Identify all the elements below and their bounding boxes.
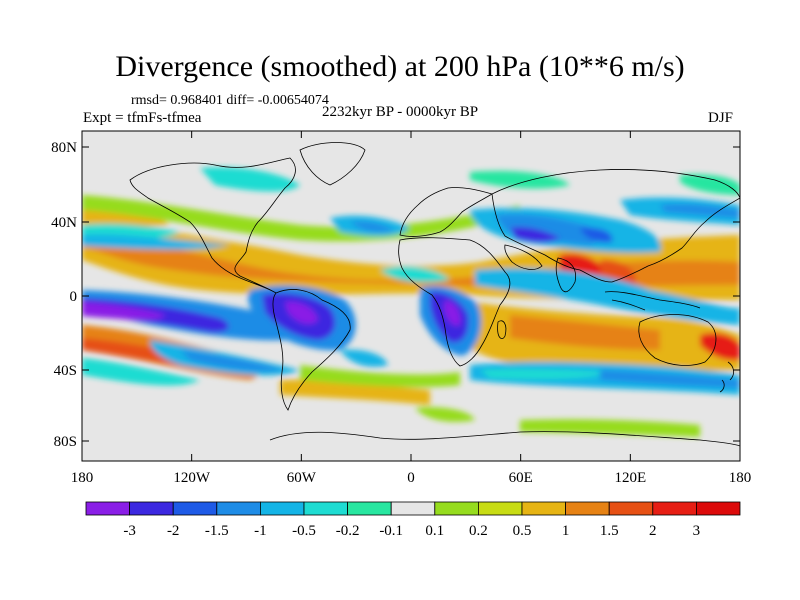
colorbar-swatch (347, 501, 392, 516)
colorbar-swatch (652, 501, 697, 516)
colorbar-swatch (608, 501, 654, 516)
lon-label: 60E (509, 470, 533, 486)
colorbar-label: 1.5 (600, 523, 619, 539)
lat-label: 40N (51, 215, 77, 231)
lon-label: 60W (287, 470, 317, 486)
colorbar-swatch (85, 501, 130, 516)
lon-label: 120E (614, 470, 646, 486)
colorbar-swatch (696, 501, 741, 516)
north-america-outline (129, 157, 296, 294)
madagascar-outline (497, 320, 507, 339)
lon-label: 180 (729, 470, 752, 486)
colorbar-swatch (477, 501, 523, 516)
india-outline (555, 257, 577, 293)
colorbar-swatch (565, 501, 610, 516)
africa-outline (398, 237, 511, 367)
period-label: 2232kyr BP - 0000kyr BP (322, 104, 479, 120)
latitude-axis: 80N 40N 0 40S 80S (51, 140, 740, 450)
season-label: DJF (708, 110, 734, 126)
longitude-axis: 180 120W 60W 0 60E 120E 180 (71, 131, 752, 486)
coastlines (129, 142, 740, 447)
greenland-outline (299, 142, 366, 186)
colorbar-swatch (259, 501, 305, 516)
colorbar-label: -0.2 (336, 523, 360, 539)
colorbar-swatch (172, 501, 218, 516)
colorbar-swatch (521, 501, 566, 516)
colorbar-label: 0.5 (513, 523, 532, 539)
lon-label: 120W (173, 470, 211, 486)
lon-label: 180 (71, 470, 94, 486)
antarctica-outline (269, 431, 740, 447)
lat-label: 0 (70, 289, 78, 305)
colorbar-label: 3 (693, 523, 701, 539)
colorbar-label: -2 (167, 523, 180, 539)
lat-label: 80S (54, 434, 77, 450)
colorbar-swatch (216, 501, 261, 516)
arabia-outline (504, 244, 543, 270)
colorbar-label: 1 (562, 523, 570, 539)
colorbar-swatch (129, 501, 174, 516)
colorbar-swatch (303, 501, 348, 516)
colorbar-label: -1 (254, 523, 267, 539)
stats-line: rmsd= 0.968401 diff= -0.00654074 (131, 93, 329, 108)
south-america-outline (272, 289, 351, 411)
colorbar-swatch (434, 501, 479, 516)
asia-outline (491, 169, 740, 283)
colorbar-label: -1.5 (205, 523, 229, 539)
australia-outline (638, 314, 717, 366)
lat-label: 80N (51, 140, 77, 156)
colorbar-label: 0.2 (469, 523, 488, 539)
experiment-label: Expt = tfmFs-tfmea (83, 110, 202, 126)
colorbar-swatch (390, 501, 436, 516)
colorbar-label: -0.5 (292, 523, 316, 539)
colorbar-label: 0.1 (425, 523, 444, 539)
colorbar-label: 2 (649, 523, 657, 539)
indonesia-outline (604, 291, 701, 311)
colorbar-label: -0.1 (379, 523, 403, 539)
lon-label: 0 (407, 470, 415, 486)
colorbar-label: -3 (123, 523, 136, 539)
colorbar: -3 -2 -1.5 -1 -0.5 -0.2 -0.1 0.1 0.2 0.5 1 1.5 2 3 (85, 501, 741, 539)
lat-label: 40S (54, 363, 77, 379)
plot-title: Divergence (smoothed) at 200 hPa (10**6 … (115, 50, 685, 83)
